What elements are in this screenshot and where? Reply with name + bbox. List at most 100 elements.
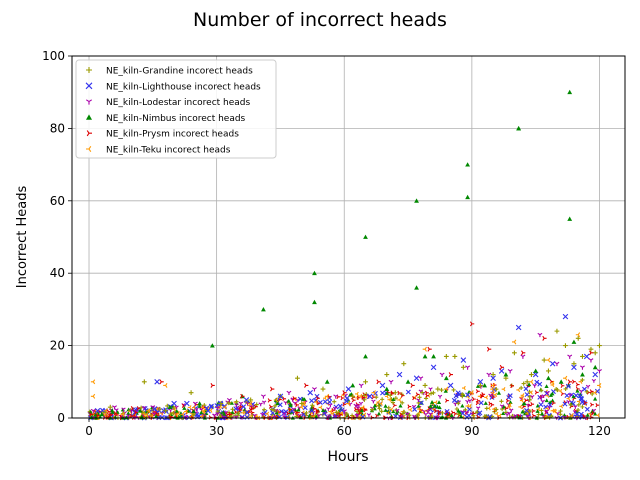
dense-point [584,389,589,394]
data-point [537,332,543,338]
dense-point [571,394,576,399]
data-point [197,401,203,406]
dense-point [581,386,587,392]
dense-point [222,412,227,416]
dense-point [494,407,499,412]
dense-point [567,393,573,398]
x-tick-label: 120 [588,424,611,438]
data-point [184,400,190,407]
dense-point [288,407,292,412]
dense-point [153,414,159,419]
plot-frame [71,55,626,419]
data-point [554,328,560,334]
dense-point [144,412,149,417]
dense-point [475,384,481,388]
dense-point [550,398,555,403]
dense-point [547,405,552,410]
data-point [150,405,156,410]
dense-point [595,413,600,418]
dense-point [544,384,549,389]
data-point [154,379,160,385]
dense-point [569,412,574,418]
data-point [465,162,471,167]
data-point [422,346,427,352]
dense-point [275,401,280,406]
dense-point [589,389,594,394]
dense-point [526,382,532,387]
data-point [571,364,577,371]
x-tick-label: 90 [464,424,479,438]
dense-point [534,379,540,385]
data-point [524,379,530,385]
dense-point [558,408,563,414]
axis-ticks: 0 30 60 90 120 0 20 40 60 80 100 [42,49,611,438]
dense-point [356,395,361,400]
data-point [312,299,317,305]
dense-point [418,400,424,406]
dense-point [191,409,196,413]
data-point [350,393,356,399]
data-point [129,408,135,414]
dense-point [182,406,187,410]
data-point [546,375,551,381]
data-point [592,390,598,396]
data-point [205,407,211,414]
data-point [388,379,394,385]
dense-point [539,388,544,393]
dense-point [174,412,179,418]
dense-point [456,412,461,417]
dense-point [520,393,525,398]
dense-point [208,403,214,409]
data-point [469,321,475,327]
dense-point [191,405,196,410]
data-point [366,393,373,400]
data-point [460,357,467,363]
dense-point [518,404,523,410]
dense-point [95,413,100,418]
dense-point [296,407,301,412]
data-point [443,354,449,359]
dense-point [254,402,259,407]
data-point [103,408,108,414]
dense-point [388,393,393,398]
data-point [324,379,330,384]
data-point [392,390,398,396]
data-point [567,379,573,385]
dense-point [484,406,489,411]
data-point [277,393,284,400]
data-point [490,375,496,381]
dense-point [236,410,241,416]
dense-point [524,392,530,398]
dense-point [321,408,326,412]
dense-point [477,410,483,416]
dense-point [291,407,297,412]
data-point [490,382,496,388]
dense-point [439,387,444,393]
data-point [209,343,215,348]
dense-point [310,403,315,408]
dense-point [134,410,138,415]
dense-point [316,400,321,406]
dense-point [88,409,93,414]
dense-point [215,412,220,416]
data-point [286,390,292,396]
dense-point [579,399,585,405]
dense-point [583,400,588,405]
data-point [469,390,474,396]
dense-point [391,409,396,414]
dense-point [590,402,594,407]
dense-point [575,382,580,387]
dense-point [353,403,358,408]
data-point [260,394,266,399]
dense-point [436,400,442,405]
data-point [567,216,573,221]
dense-point [417,395,422,400]
dense-point [398,403,403,408]
dense-point [507,393,513,399]
data-point [567,354,573,359]
dense-point [530,394,535,399]
data-point [384,386,390,391]
dense-point [484,395,489,400]
dense-point [490,390,495,396]
data-point [418,376,424,381]
